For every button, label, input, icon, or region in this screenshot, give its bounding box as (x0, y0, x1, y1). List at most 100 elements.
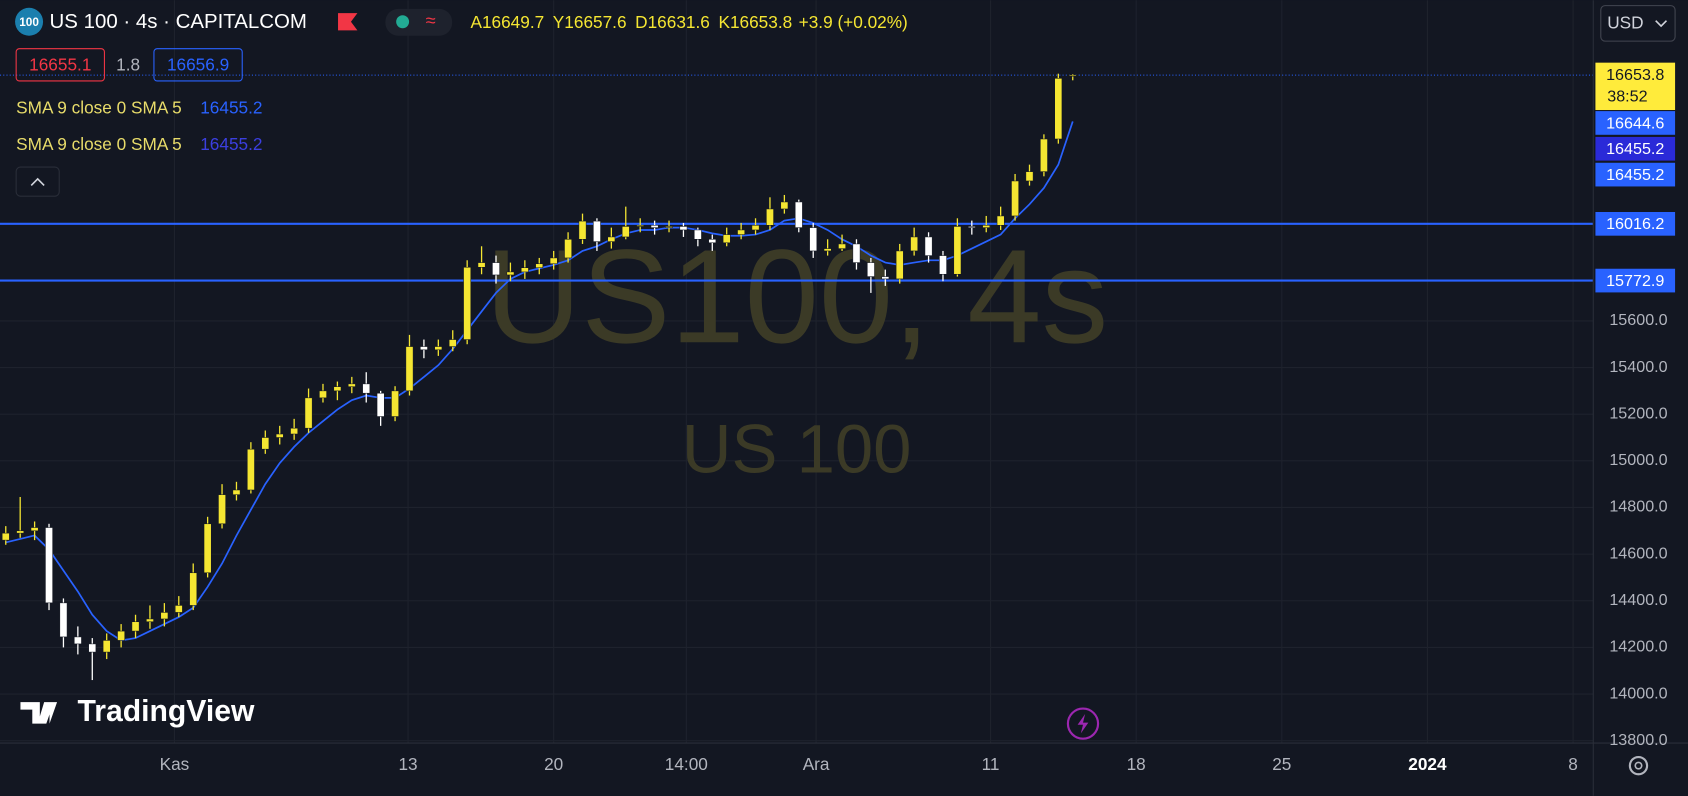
candle-body (16, 530, 25, 534)
candle-body (722, 234, 731, 244)
candle-body (650, 225, 659, 228)
candle-body (174, 605, 183, 613)
candle-body (967, 226, 976, 228)
candle-body (838, 243, 846, 249)
candle-body (73, 636, 82, 645)
ohlc-value: 16631.6 (648, 11, 710, 31)
candle-body (895, 250, 904, 280)
x-tick-label: 18 (1127, 754, 1146, 774)
alert-icon[interactable] (1066, 707, 1100, 740)
x-tick-label: Ara (803, 754, 830, 774)
ohlc-values: A16649.7 Y16657.6 D16631.6 K16653.8 +3.9 (+0… (470, 11, 907, 31)
candle-body (852, 243, 861, 263)
candle-body (88, 643, 97, 653)
candle-body (1025, 171, 1034, 182)
ohlc-prefix: A (470, 11, 482, 31)
level-label-bg (1595, 211, 1676, 236)
candle-body (607, 236, 616, 242)
watermark-name: US 100 (682, 411, 912, 488)
candle-body (304, 397, 313, 429)
last-price-bg (1595, 62, 1676, 111)
ohlc-change: +3.9 (+0.02%) (799, 11, 908, 31)
candle-body (982, 225, 991, 228)
candle-body (693, 229, 702, 240)
candle-body (131, 621, 140, 632)
candle-body (362, 383, 371, 394)
candle-body (910, 236, 919, 252)
candle-body (45, 527, 53, 604)
indicator-label-bg (1595, 136, 1676, 161)
candle-body (1068, 74, 1077, 77)
candle-body (621, 226, 630, 238)
candle-body (189, 572, 198, 606)
ohlc-prefix: K (718, 11, 730, 31)
candle-body (549, 257, 558, 265)
candle-body (939, 255, 947, 275)
badge-text: 100 (19, 15, 39, 29)
candle-body (232, 489, 241, 495)
candle-body (823, 248, 832, 252)
currency[interactable]: USD (1607, 12, 1643, 32)
candle-body (766, 208, 774, 226)
collapse-button[interactable] (15, 166, 60, 197)
ohlc-value: 16649.7 (482, 11, 544, 31)
y-tick-label: 15600.0 (1609, 311, 1667, 329)
candle-body (290, 427, 299, 435)
flag-icon[interactable] (338, 13, 358, 31)
legend: SMA 9 close 0 SMA 5 16455.2 SMA 9 close 0 … (16, 97, 262, 154)
price-label: 16644.6 (1606, 114, 1664, 132)
candle-body (593, 220, 601, 242)
candle-body (405, 346, 414, 392)
alert-bolt (1077, 713, 1089, 734)
y-tick-label: 15000.0 (1609, 451, 1667, 469)
buy-price[interactable]: 16656.9 (167, 54, 229, 74)
last-price-label: 16653.8 (1606, 66, 1664, 84)
settings-icon[interactable] (1628, 755, 1649, 776)
candle-body (780, 201, 789, 210)
y-tick-label: 14400.0 (1609, 591, 1667, 609)
candle-body (30, 527, 39, 532)
settings-icon-center (1634, 761, 1643, 770)
indicator-name: SMA 9 close 0 SMA 5 (16, 134, 182, 154)
candle-body (1011, 180, 1019, 217)
buy-button[interactable] (153, 48, 243, 82)
currency-button[interactable] (1600, 5, 1676, 42)
candle-body (203, 523, 212, 574)
candle-body (420, 346, 428, 351)
brand-logo (20, 702, 58, 724)
ohlc-value: 16653.8 (730, 11, 792, 31)
brand-name[interactable]: TradingView (78, 695, 255, 728)
candle-body (564, 239, 572, 259)
ohlc-value: 16657.6 (564, 11, 626, 31)
candle-body (953, 226, 962, 275)
x-tick-label: 20 (544, 754, 563, 774)
price-axis: 13800.0 14000.0 14200.0 14400.0 14600.0 14800… (1595, 62, 1676, 749)
candle-body (535, 263, 544, 268)
candle-body (146, 618, 154, 623)
candle-body (679, 226, 688, 231)
watermark-symbol: US100, 4s (485, 222, 1108, 371)
candle-body (434, 346, 443, 351)
candle-body (794, 201, 803, 228)
sell-price[interactable]: 16655.1 (29, 54, 91, 74)
candle-body (924, 236, 933, 256)
candle-body (448, 339, 457, 347)
candle-body (117, 630, 125, 641)
candle-body (160, 612, 169, 620)
candle-body (506, 271, 515, 276)
candle-body (333, 386, 342, 392)
sell-button[interactable] (15, 48, 105, 82)
candle-body (578, 220, 587, 240)
x-tick-label: 2024 (1408, 754, 1447, 774)
candle-body (275, 433, 284, 438)
candle-body (867, 262, 875, 277)
x-tick-label: 13 (398, 754, 417, 774)
symbol-title[interactable]: US 100 · 4s · CAPITALCOM (50, 10, 307, 33)
level-label: 16016.2 (1606, 215, 1664, 233)
collapse-icon (30, 177, 45, 186)
indicator-value: 16455.2 (200, 97, 262, 117)
indicator-value: 16455.2 (200, 134, 262, 154)
y-tick-label: 15400.0 (1609, 358, 1667, 376)
